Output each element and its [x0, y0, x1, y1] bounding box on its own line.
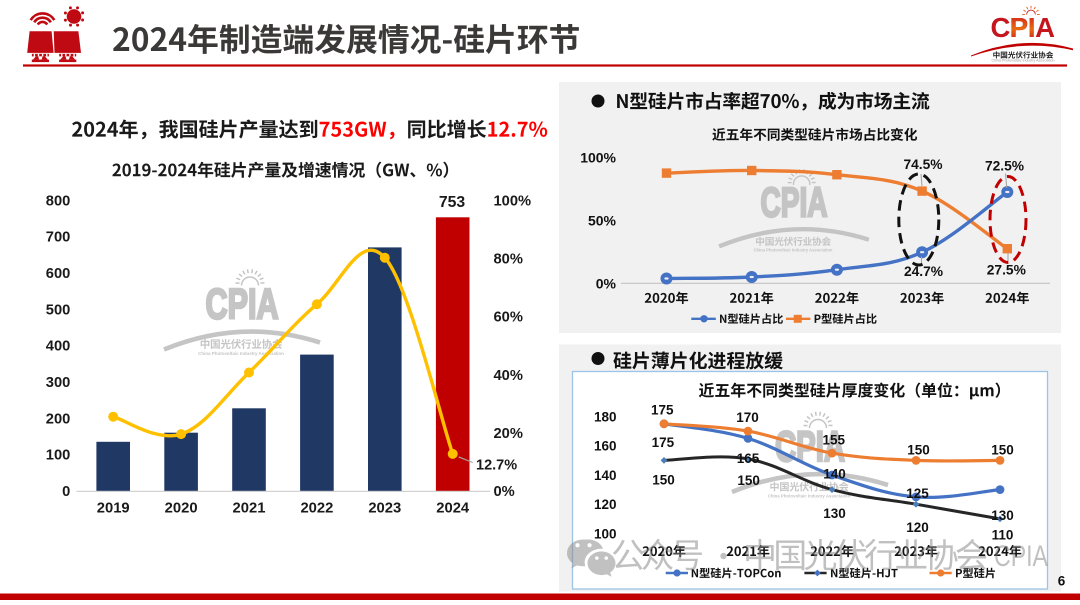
svg-text:180: 180	[594, 409, 617, 424]
svg-text:600: 600	[46, 266, 71, 282]
svg-text:0%: 0%	[494, 484, 515, 500]
svg-text:700: 700	[46, 230, 71, 246]
svg-text:20%: 20%	[494, 426, 523, 442]
svg-text:40%: 40%	[494, 368, 523, 384]
svg-text:170: 170	[736, 410, 759, 425]
svg-text:120: 120	[594, 497, 617, 512]
svg-text:150: 150	[907, 442, 930, 457]
svg-text:PI: PI	[1010, 12, 1036, 43]
svg-text:2021: 2021	[233, 501, 266, 517]
svg-text:72.5%: 72.5%	[985, 159, 1024, 174]
svg-text:CPIA: CPIA	[760, 180, 827, 226]
svg-text:120: 120	[906, 520, 929, 535]
svg-text:0: 0	[62, 484, 70, 500]
svg-text:150: 150	[991, 442, 1014, 457]
svg-text:50%: 50%	[588, 212, 617, 228]
svg-text:80%: 80%	[494, 252, 523, 268]
svg-text:60%: 60%	[494, 310, 523, 326]
svg-text:100%: 100%	[580, 149, 616, 165]
svg-text:12.7%: 12.7%	[476, 457, 517, 473]
svg-text:74.5%: 74.5%	[903, 157, 942, 172]
svg-text:140: 140	[823, 466, 846, 481]
svg-text:2019: 2019	[97, 501, 130, 517]
svg-text:175: 175	[652, 435, 675, 450]
svg-text:2023: 2023	[368, 501, 401, 517]
svg-text:300: 300	[46, 375, 71, 391]
svg-text:2020: 2020	[165, 501, 198, 517]
svg-text:165: 165	[737, 451, 760, 466]
svg-text:CPIA: CPIA	[994, 540, 1048, 573]
svg-text:2024: 2024	[436, 501, 470, 517]
svg-text:155: 155	[823, 433, 846, 448]
svg-text:27.5%: 27.5%	[987, 263, 1026, 278]
svg-text:200: 200	[46, 411, 71, 427]
svg-text:China Photovoltaic Industry As: China Photovoltaic Industry Association	[992, 59, 1055, 63]
svg-text:100%: 100%	[494, 193, 532, 209]
svg-text:China Photovoltaic Industry As: China Photovoltaic Industry Association	[754, 248, 833, 253]
svg-text:800: 800	[46, 193, 71, 209]
svg-text:24.7%: 24.7%	[904, 264, 943, 279]
svg-text:130: 130	[991, 508, 1014, 523]
svg-text:0%: 0%	[596, 275, 617, 291]
svg-text:6: 6	[1058, 574, 1066, 589]
svg-text:125: 125	[906, 486, 929, 501]
svg-text:140: 140	[594, 468, 617, 483]
svg-text:150: 150	[652, 473, 675, 488]
svg-text:150: 150	[737, 473, 760, 488]
svg-text:160: 160	[594, 439, 617, 454]
svg-text:753: 753	[439, 194, 466, 211]
svg-text:2022: 2022	[300, 501, 333, 517]
svg-text:100: 100	[46, 448, 71, 464]
svg-text:130: 130	[823, 506, 846, 521]
svg-text:CPIA: CPIA	[205, 279, 278, 327]
svg-text:500: 500	[46, 302, 71, 318]
svg-text:400: 400	[46, 339, 71, 355]
svg-text:175: 175	[651, 402, 674, 417]
svg-text:China Photovoltaic Industry As: China Photovoltaic Industry Association	[768, 494, 851, 499]
svg-text:100: 100	[594, 526, 617, 541]
